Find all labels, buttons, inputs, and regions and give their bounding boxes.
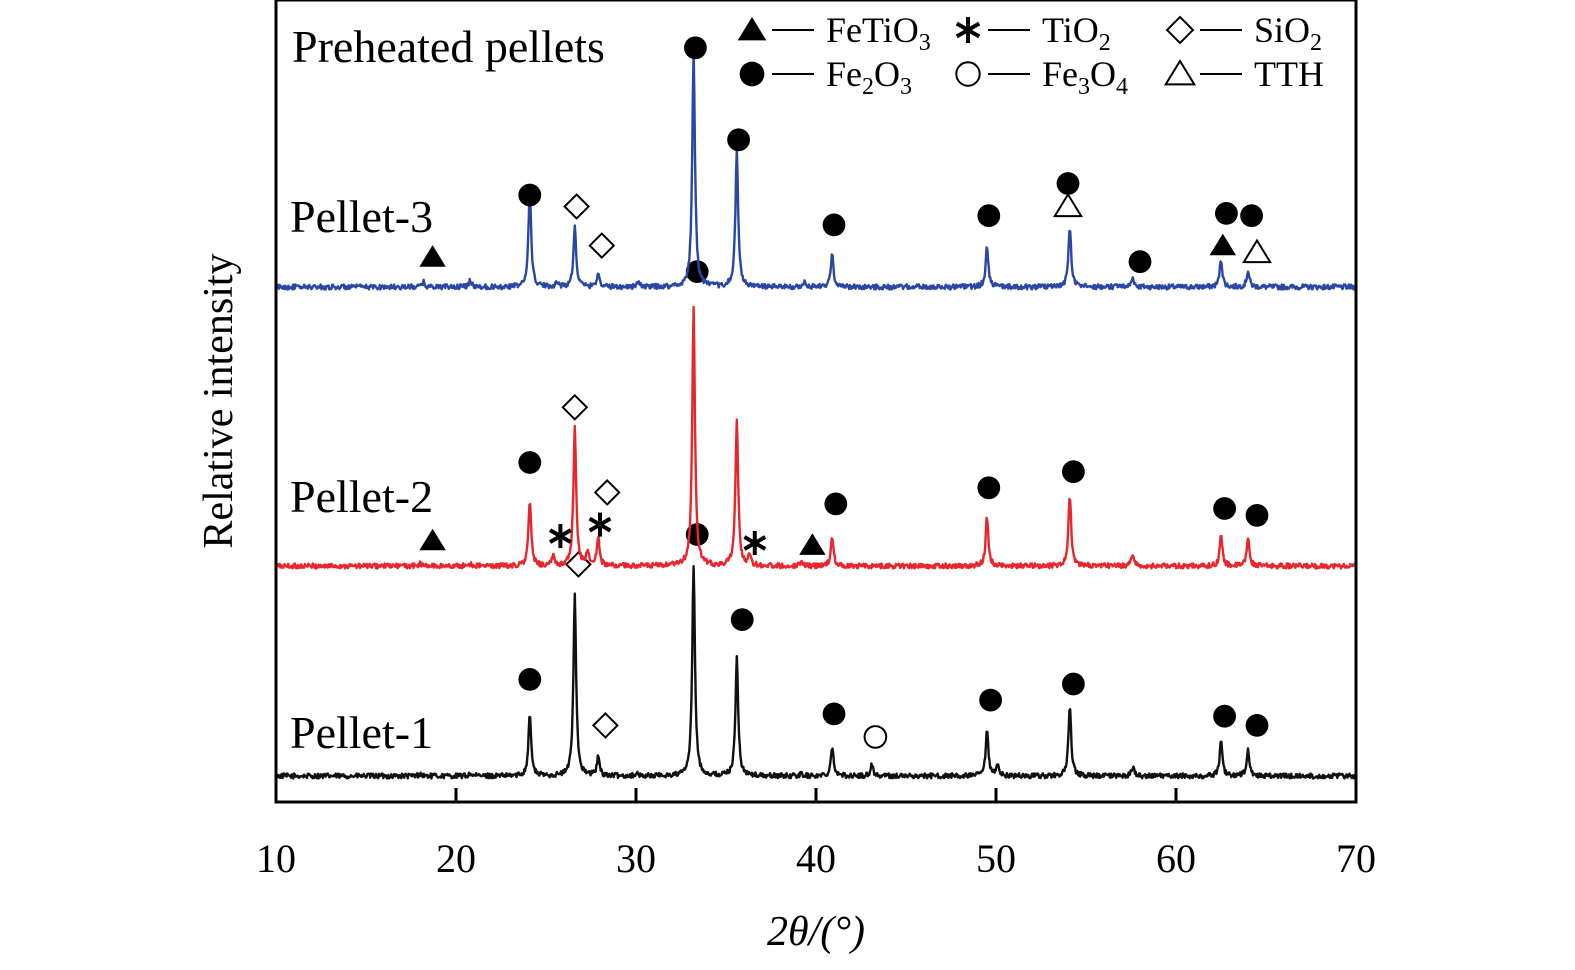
legend-item: TiO2 (955, 10, 1111, 56)
marker-filled-circle (684, 36, 707, 60)
trace-line (274, 565, 1357, 780)
marker-open-triangle (1163, 59, 1197, 86)
marker-open-triangle (1242, 238, 1272, 264)
legend-label: SiO2 (1254, 10, 1322, 56)
marker-filled-circle (727, 128, 750, 152)
series-label: Pellet-2 (290, 471, 433, 522)
marker-filled-circle (1215, 202, 1238, 225)
marker-filled-circle (822, 213, 846, 237)
x-tick-label: 20 (436, 836, 476, 881)
marker-filled-circle (1245, 504, 1269, 527)
marker-open-diamond (591, 711, 619, 739)
marker-filled-circle (1240, 204, 1263, 228)
marker-filled-circle (1128, 250, 1152, 274)
x-tick-label: 40 (796, 836, 836, 881)
marker-open-circle (955, 61, 981, 87)
marker-filled-circle (822, 702, 846, 726)
legend-item: Fe2O3 (739, 54, 912, 100)
marker-filled-circle (1056, 172, 1080, 195)
series-pellet-1: Pellet-1 (274, 523, 1357, 780)
marker-filled-circle (1213, 704, 1236, 728)
marker-open-diamond (1165, 15, 1195, 45)
marker-asterisk (955, 17, 981, 43)
series-label: Pellet-3 (290, 191, 433, 242)
marker-filled-circle (1213, 497, 1236, 520)
marker-asterisk (588, 512, 612, 537)
x-tick-label: 50 (976, 836, 1016, 881)
x-tick-label: 30 (616, 836, 656, 881)
marker-open-diamond (561, 393, 589, 421)
marker-filled-triangle (1209, 233, 1236, 256)
y-axis-title: Relative intensity (196, 253, 242, 548)
marker-filled-circle (977, 204, 1001, 228)
marker-filled-circle (730, 608, 754, 631)
marker-filled-circle (1062, 460, 1085, 484)
marker-filled-circle (824, 492, 848, 516)
plot-frame (274, 0, 1358, 804)
marker-filled-circle (977, 476, 1001, 500)
x-tick-label: 70 (1336, 836, 1376, 881)
legend-label: Fe2O3 (826, 54, 912, 100)
marker-filled-triangle (419, 245, 446, 267)
legend-item: TTH (1163, 54, 1324, 94)
marker-open-diamond (588, 232, 616, 260)
legend-label: FeTiO3 (826, 10, 931, 56)
series-label: Pellet-1 (290, 707, 433, 758)
series-pellet-3: Pellet-3 (274, 36, 1358, 291)
legend: FeTiO3 TiO2 SiO2 Fe2O3 Fe3O4 TTH (737, 10, 1324, 100)
marker-filled-circle (979, 688, 1002, 712)
marker-open-diamond (593, 478, 621, 506)
phase-markers (419, 260, 1269, 555)
marker-filled-circle (518, 183, 542, 207)
legend-label: TTH (1254, 54, 1324, 94)
phase-markers (518, 523, 1269, 749)
legend-item: SiO2 (1165, 10, 1322, 56)
marker-open-triangle (1053, 192, 1083, 218)
marker-open-circle (863, 725, 888, 749)
x-tick-label: 60 (1156, 836, 1196, 881)
legend-label: Fe3O4 (1042, 54, 1128, 100)
marker-asterisk (743, 531, 767, 555)
x-axis-ticks: 10 20 30 40 50 60 70 (256, 788, 1376, 881)
marker-filled-circle (1062, 672, 1085, 696)
marker-filled-circle (1245, 714, 1269, 737)
phase-markers (419, 36, 1272, 274)
legend-item: Fe3O4 (955, 54, 1128, 100)
marker-filled-circle (518, 451, 542, 474)
trace-line (274, 49, 1358, 291)
legend-label: TiO2 (1042, 10, 1111, 56)
x-axis-title: 2θ/(°) (767, 909, 865, 955)
marker-filled-circle (518, 668, 542, 691)
series-pellet-2: Pellet-2 (274, 260, 1357, 570)
marker-filled-triangle (799, 533, 826, 555)
x-tick-label: 10 (256, 836, 296, 881)
legend-item: FeTiO3 (737, 10, 931, 56)
marker-asterisk (549, 524, 572, 549)
marker-filled-triangle (737, 17, 767, 41)
marker-filled-circle (739, 61, 765, 87)
marker-filled-triangle (419, 528, 446, 551)
trace-line (274, 305, 1357, 570)
marker-open-diamond (563, 193, 591, 220)
chart-title: Preheated pellets (292, 21, 605, 72)
